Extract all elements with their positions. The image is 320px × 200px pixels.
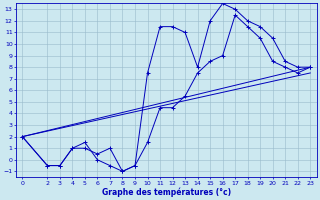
X-axis label: Graphe des températures (°c): Graphe des températures (°c) bbox=[102, 187, 231, 197]
